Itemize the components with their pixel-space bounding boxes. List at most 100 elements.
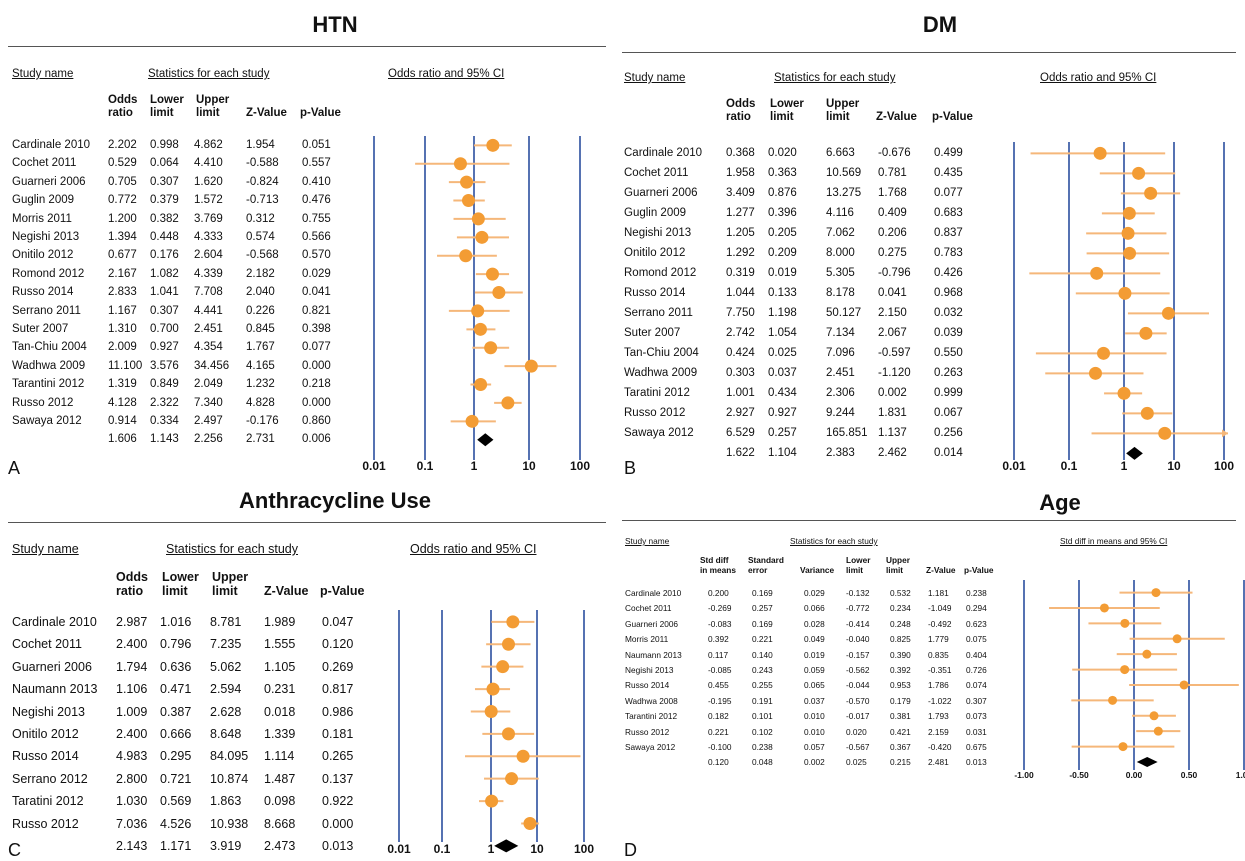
panel-htn-upper-limit-value: 2.604 <box>194 249 223 262</box>
panel-htn-summary-odds-ratio-value: 1.606 <box>108 433 137 446</box>
panel-dm-plot-header: Odds ratio and 95% CI <box>1040 72 1157 84</box>
panel-dm-upper-limit-value: 10.569 <box>826 167 862 179</box>
panel-anthracycline-p-value-value: 0.265 <box>322 749 354 764</box>
panel-age-z-value-value: 1.793 <box>928 711 949 722</box>
panel-anthracycline-odds-ratio-value: 2.987 <box>116 615 148 629</box>
panel-dm-col-odds-ratio: Odds ratio <box>726 98 756 124</box>
panel-htn-lower-limit-value: 0.176 <box>150 249 179 262</box>
panel-dm-study-name: Cochet 2011 <box>624 167 689 179</box>
panel-anthracycline-tick-label: 0.1 <box>434 842 451 856</box>
panel-age-p-value-value: 0.294 <box>966 603 987 614</box>
panel-htn-study-name: Serrano 2011 <box>12 304 81 317</box>
panel-age-point-estimate <box>1179 680 1189 690</box>
panel-age-stats-header: Statistics for each study <box>790 536 878 546</box>
panel-htn-lower-limit-value: 0.334 <box>150 415 179 427</box>
panel-anthracycline-point-estimate <box>505 772 519 786</box>
panel-anthracycline-tick-label: 10 <box>530 842 544 856</box>
panel-dm-odds-ratio-value: 0.319 <box>726 267 755 279</box>
panel-anthracycline-lower-limit-value: 0.569 <box>160 794 192 809</box>
panel-anthracycline-odds-ratio-value: 4.983 <box>116 749 148 764</box>
panel-age-study-name: Morris 2011 <box>625 634 669 645</box>
panel-dm-upper-limit-value: 4.116 <box>826 207 854 219</box>
panel-htn-z-value-value: 0.312 <box>246 212 275 225</box>
panel-anthracycline-lower-limit-value: 0.387 <box>160 704 192 719</box>
panel-age-variance-value: 0.028 <box>804 618 825 629</box>
panel-age-std-diff-value: -0.195 <box>708 695 732 706</box>
panel-age-study-name: Guarneri 2006 <box>625 618 679 629</box>
panel-age-lower-limit-value: -0.017 <box>846 711 870 722</box>
panel-dm-upper-limit-value: 7.096 <box>826 347 855 359</box>
panel-htn-p-value-value: 0.566 <box>302 231 331 243</box>
panel-htn-point-estimate <box>460 175 474 189</box>
panel-htn-p-value-value: 0.051 <box>302 139 331 151</box>
panel-htn-odds-ratio-value: 2.202 <box>108 139 137 151</box>
panel-anthracycline-point-estimate <box>501 637 515 651</box>
panel-anthracycline-upper-limit-value: 10.874 <box>210 771 249 786</box>
panel-dm-study-header: Study name <box>624 72 686 84</box>
panel-htn-upper-limit-value: 3.769 <box>194 212 223 225</box>
panel-htn-col-upper-limit: Upper limit <box>196 94 230 120</box>
panel-htn-odds-ratio-value: 11.100 <box>108 359 143 372</box>
panel-htn-upper-limit-value: 2.049 <box>194 378 223 391</box>
panel-dm-odds-ratio-value: 1.044 <box>726 287 755 299</box>
panel-age-tick-label: 1.00 <box>1236 770 1245 780</box>
panel-htn-study-name: Wadhwa 2009 <box>12 359 86 372</box>
panel-anthracycline-z-value-value: 1.339 <box>264 727 296 741</box>
panel-htn-z-value-value: -0.568 <box>246 249 279 262</box>
panel-dm-z-value-value: 2.067 <box>878 327 907 339</box>
panel-age-summary-diamond <box>1136 756 1158 767</box>
panel-age-lower-limit-value: -0.562 <box>846 665 870 675</box>
panel-dm-upper-limit-value: 5.305 <box>826 267 855 279</box>
panel-htn-study-name: Sawaya 2012 <box>12 415 82 427</box>
panel-dm-z-value-value: 2.150 <box>878 307 907 319</box>
panel-htn-tick-label: 1 <box>471 459 478 473</box>
panel-anthracycline-p-value-value: 0.181 <box>322 727 354 741</box>
panel-htn-z-value-value: 0.845 <box>246 323 275 335</box>
panel-dm-p-value-value: 0.968 <box>934 287 963 299</box>
panel-htn-point-estimate <box>484 341 498 355</box>
panel-age-std-diff-value: -0.083 <box>708 618 732 629</box>
panel-age-upper-limit-value: 0.367 <box>890 742 911 752</box>
panel-htn-z-value-value: -0.176 <box>246 415 279 427</box>
panel-age-variance-value: 0.057 <box>804 742 825 752</box>
panel-anthracycline-lower-limit-value: 0.636 <box>160 659 192 674</box>
panel-dm-odds-ratio-value: 1.277 <box>726 207 755 219</box>
panel-htn-lower-limit-value: 0.998 <box>150 139 179 151</box>
panel-dm-tick-label: 0.1 <box>1061 459 1078 473</box>
panel-anthracycline-letter: C <box>8 840 21 860</box>
panel-anthracycline-upper-limit-value: 8.781 <box>210 615 242 629</box>
panel-anthracycline-tick-label: 1 <box>488 842 495 856</box>
panel-dm-study-name: Suter 2007 <box>624 327 681 339</box>
panel-dm-odds-ratio-value: 1.958 <box>726 167 755 179</box>
panel-age-std-error-value: 0.191 <box>752 695 773 706</box>
panel-htn-study-name: Cochet 2011 <box>12 157 77 170</box>
panel-htn-odds-ratio-value: 2.009 <box>108 341 137 354</box>
panel-anthracycline-z-value-value: 1.487 <box>264 771 296 786</box>
panel-htn-tick-label: 0.1 <box>417 459 434 473</box>
panel-dm-study-name: Cardinale 2010 <box>624 147 703 159</box>
panel-dm-study-name: Serrano 2011 <box>624 307 693 319</box>
panel-dm-upper-limit-value: 2.451 <box>826 367 855 379</box>
panel-anthracycline-odds-ratio-value: 2.400 <box>116 637 148 652</box>
panel-anthracycline-p-value-value: 0.137 <box>322 771 354 786</box>
panel-dm-col-p-value: p-Value <box>932 111 973 124</box>
panel-anthracycline-study-name: Onitilo 2012 <box>12 727 79 741</box>
panel-htn-odds-ratio-value: 1.167 <box>108 304 137 317</box>
panel-dm-study-name: Tan-Chiu 2004 <box>624 347 699 359</box>
panel-age-p-value-value: 0.726 <box>966 665 987 675</box>
panel-htn-point-estimate <box>453 157 467 171</box>
panel-dm-summary-lower-limit-value: 1.104 <box>768 447 797 459</box>
panel-age-summary-upper-limit-value: 0.215 <box>890 757 911 768</box>
panel-htn-study-name: Morris 2011 <box>12 212 72 225</box>
panel-htn-z-value-value: -0.588 <box>246 157 279 170</box>
panel-age-z-value-value: 1.779 <box>928 634 949 645</box>
panel-dm-p-value-value: 0.683 <box>934 207 963 219</box>
panel-dm-letter: B <box>624 458 637 478</box>
panel-htn-z-value-value: 1.954 <box>246 139 275 151</box>
panel-age-z-value-value: -1.049 <box>928 603 952 614</box>
panel-anthracycline-summary-odds-ratio-value: 2.143 <box>116 839 148 853</box>
panel-age-variance-value: 0.049 <box>804 634 825 645</box>
panel-dm-point-estimate <box>1123 246 1137 260</box>
panel-dm-lower-limit-value: 0.927 <box>768 407 797 419</box>
panel-age-variance-value: 0.010 <box>804 711 825 722</box>
